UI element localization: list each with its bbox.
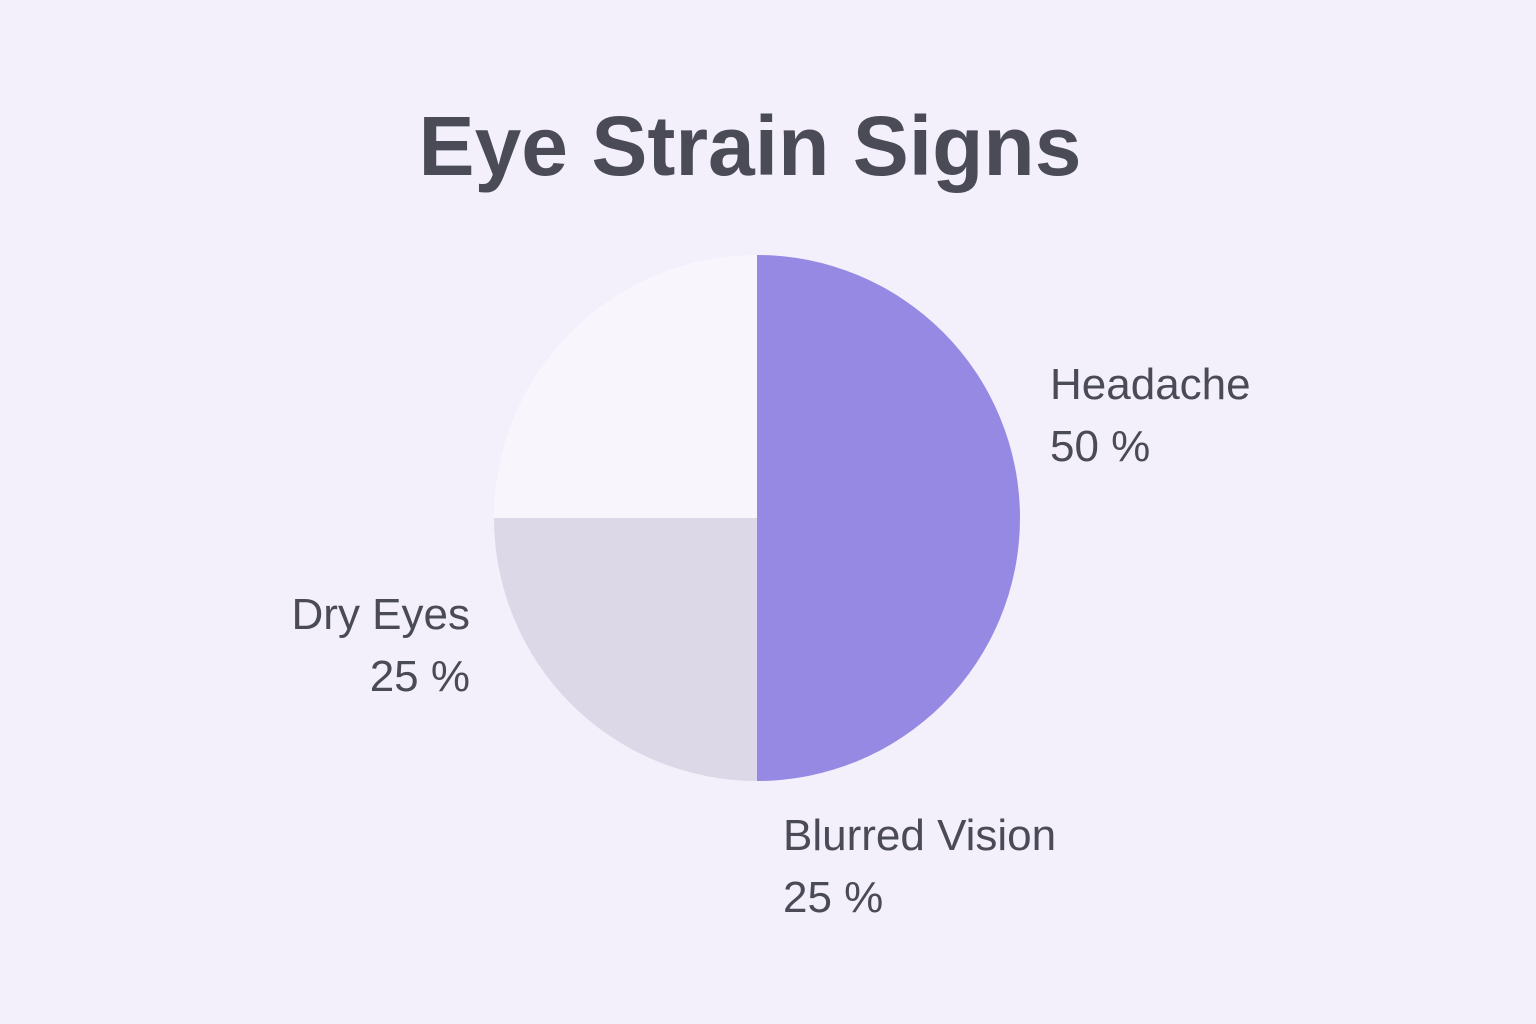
label-dry-eyes: Dry Eyes 25 % bbox=[292, 584, 470, 708]
pie-slice-headache bbox=[757, 255, 1020, 781]
slice-label-value: 50 % bbox=[1050, 422, 1151, 471]
slice-label-name: Dry Eyes bbox=[291, 590, 470, 639]
label-blurred-vision: Blurred Vision 25 % bbox=[783, 805, 1056, 929]
slice-label-name: Blurred Vision bbox=[783, 811, 1057, 860]
slice-label-value: 25 % bbox=[369, 652, 470, 701]
pie-slice-blurred-vision bbox=[494, 518, 757, 781]
chart-title: Eye Strain Signs bbox=[418, 99, 1082, 193]
label-headache: Headache 50 % bbox=[1050, 354, 1251, 478]
pie-slice-dry-eyes bbox=[494, 255, 757, 518]
slice-label-name: Headache bbox=[1050, 360, 1251, 409]
slice-label-value: 25 % bbox=[783, 873, 884, 922]
